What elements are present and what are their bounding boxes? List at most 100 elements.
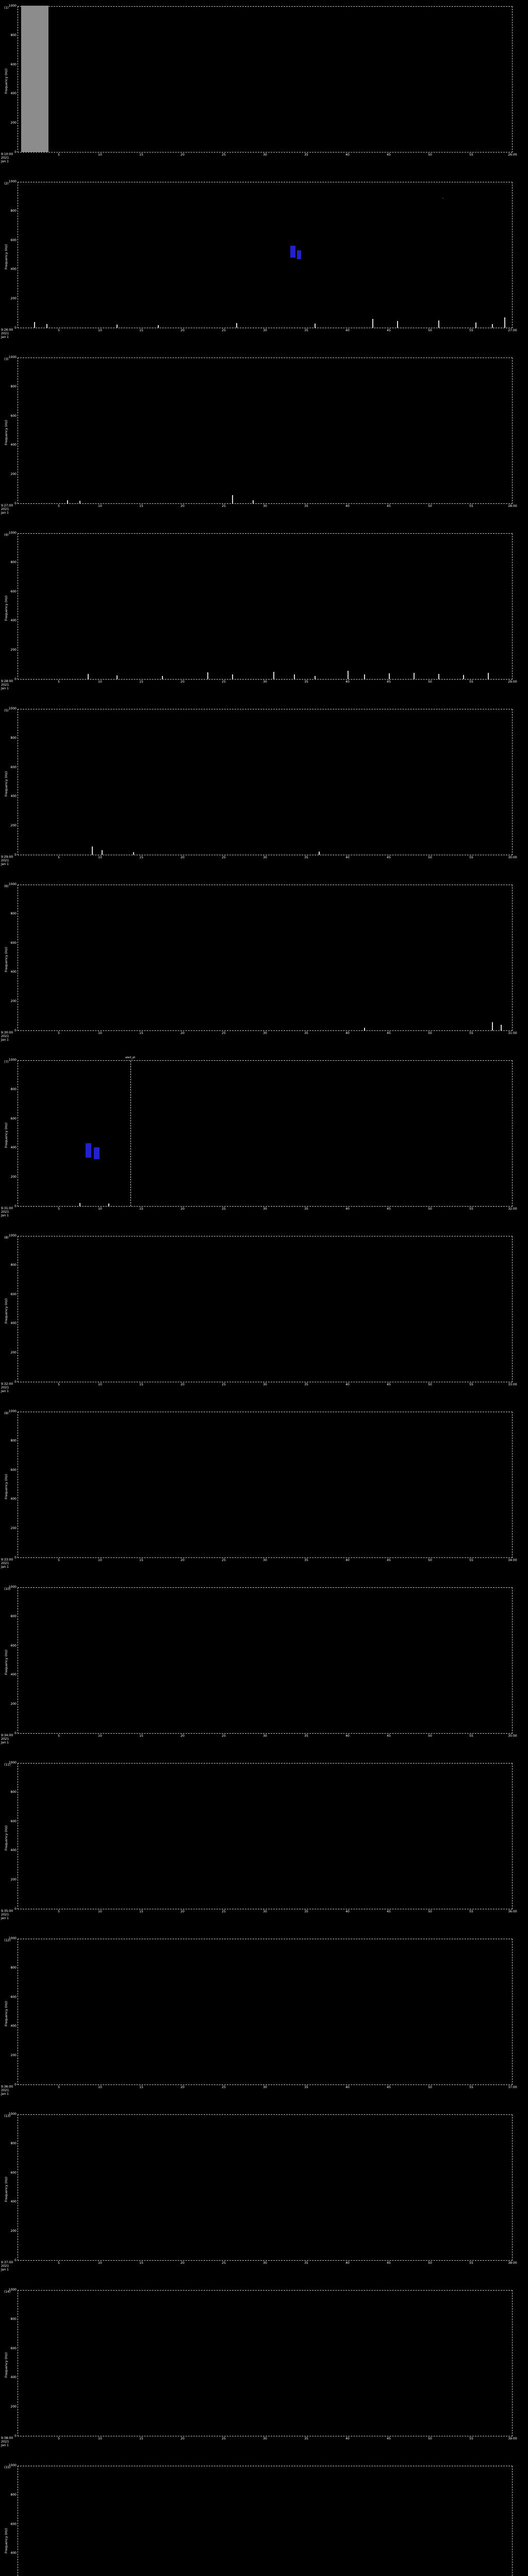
highlight-bar (94, 1147, 100, 1160)
chart-panel: (14) Frequency (Hz) 1000 800 600 400 200 0 5 10 15… (0, 2284, 528, 2460)
x-tick-label: 10 (98, 153, 102, 157)
x-axis-ticks: 5 10 15 20 25 30 35 40 45 50 55 26:00 (18, 153, 517, 164)
x-tick-label: 35 (304, 1558, 308, 1562)
x-tick-label: 40 (345, 2437, 350, 2441)
x-tick-label: 15 (139, 153, 143, 157)
panel-index-label: (13) (4, 2114, 11, 2118)
plot-axes (18, 533, 513, 680)
x-tick-label: 36:00 (508, 1910, 517, 1913)
x-tick-label: 50 (428, 2261, 432, 2265)
x-tick-label: 20 (180, 1207, 185, 1211)
y-tick-label: 600 (10, 2522, 16, 2526)
plot-axes (18, 1236, 513, 1382)
y-axis-ticks: 1000 800 600 400 200 0 (0, 1058, 16, 1208)
y-tick-label: 800 (10, 1614, 16, 1618)
x-tick-label: 5 (58, 856, 60, 859)
x-tick-label: 50 (428, 1207, 432, 1211)
y-tick-label: 1000 (8, 883, 16, 886)
y-axis-ticks: 1000 800 600 400 200 0 (0, 1410, 16, 1560)
x-tick-label: 45 (387, 2086, 391, 2089)
x-tick-label: 5 (58, 153, 60, 157)
plot-wrapper: (6) Frequency (Hz) 1000 800 600 400 200 0 5 10 15 2… (0, 878, 528, 1054)
x-tick-label: 50 (428, 2086, 432, 2089)
x-tick-label: 20 (180, 2261, 185, 2265)
x-tick-label: 20 (180, 1383, 185, 1386)
chart-panel: (4) Frequency (Hz) 1000 800 600 400 200 0 5 10 15 2… (0, 527, 528, 703)
data-marker (293, 674, 295, 679)
y-tick-label: 800 (10, 1790, 16, 1794)
x-tick-label: 30 (263, 2437, 267, 2441)
data-marker (475, 323, 476, 328)
x-tick-label: 39:00 (508, 2437, 517, 2441)
x-axis-start-label: 9:30:00 2021 Jan 1 (1, 1031, 13, 1042)
x-tick-label: 40 (345, 1031, 350, 1035)
plot-wrapper: (8) Frequency (Hz) 1000 800 600 400 200 0 5 10 15 2… (0, 1230, 528, 1405)
x-tick-label: 30 (263, 1734, 267, 1738)
data-marker (438, 320, 439, 328)
x-tick-label: 25 (222, 680, 226, 684)
data-marker (487, 672, 489, 679)
x-tick-label: 15 (139, 1558, 143, 1562)
x-tick-label: 35 (304, 1207, 308, 1211)
x-tick-label: 30 (263, 1031, 267, 1035)
highlight-bar (290, 245, 295, 258)
y-axis-ticks: 1000 800 600 400 200 0 (0, 2288, 16, 2438)
panel-index-label: (11) (4, 1763, 11, 1767)
y-tick-label: 600 (10, 941, 16, 945)
plot-wrapper: (15)Frequency (Hz)1000800600400200051015… (0, 2460, 528, 2576)
y-tick-label: 0 (14, 1907, 16, 1911)
x-tick-label: 40 (345, 1383, 350, 1386)
y-tick-label: 0 (14, 502, 16, 505)
x-tick-label: 35 (304, 1734, 308, 1738)
y-tick-label: 600 (10, 1292, 16, 1296)
y-tick-label: 400 (10, 794, 16, 799)
x-tick-label: 40 (345, 1734, 350, 1738)
x-axis-start-label: 9:32:00 2021 Jan 1 (1, 1382, 13, 1393)
x-tick-label: 5 (58, 1558, 60, 1562)
data-marker (364, 674, 365, 679)
x-tick-label: 45 (387, 1558, 391, 1562)
x-tick-label: 10 (98, 2437, 102, 2441)
x-tick-label: 20 (180, 680, 185, 684)
x-tick-label: 40 (345, 153, 350, 157)
chart-panel: (2) Frequency (Hz) 1000 800 600 400 200 0 · 5 10 15… (0, 176, 528, 351)
x-tick-label: 45 (387, 1031, 391, 1035)
x-tick-label: 40 (345, 2086, 350, 2089)
x-tick-label: 55 (469, 153, 473, 157)
plot-axes (18, 2290, 513, 2436)
y-tick-label: 200 (10, 121, 16, 125)
y-tick-label: 0 (14, 1732, 16, 1735)
data-marker (491, 1022, 493, 1030)
y-tick-label: 1000 (8, 1585, 16, 1589)
plot-axes (18, 2114, 513, 2261)
y-tick-label: 800 (10, 1965, 16, 1970)
x-axis-ticks: 5 10 15 20 25 30 35 40 45 50 55 30:00 (18, 856, 517, 867)
x-tick-label: 30 (263, 1207, 267, 1211)
data-marker (46, 324, 47, 328)
x-tick-label: 15 (139, 1910, 143, 1913)
x-tick-label: 10 (98, 504, 102, 508)
x-tick-label: 45 (387, 1910, 391, 1913)
x-axis-start-label: 9:27:00 2021 Jan 1 (1, 504, 13, 515)
x-tick-label: 26:00 (508, 153, 517, 157)
x-tick-label: 5 (58, 329, 60, 332)
x-tick-label: 30 (263, 856, 267, 859)
x-tick-label: 55 (469, 856, 473, 859)
x-tick-label: 32:00 (508, 1207, 517, 1211)
x-tick-label: 15 (139, 856, 143, 859)
x-tick-label: 38:00 (508, 2261, 517, 2265)
x-tick-label: 45 (387, 2437, 391, 2441)
data-marker (101, 850, 103, 855)
chart-panel: (3) Frequency (Hz) 1000 800 600 400 200 0 5 10 15 2… (0, 351, 528, 527)
plot-axes (18, 709, 513, 855)
x-tick-label: 10 (98, 2261, 102, 2265)
panel-index-label: (1) (4, 6, 9, 10)
plot-axes: alert_pt (18, 1056, 513, 1207)
x-tick-label: 50 (428, 504, 432, 508)
panel-index-label: (7) (4, 1060, 9, 1064)
y-tick-label: 1000 (8, 2464, 16, 2467)
y-tick-label: 400 (10, 1321, 16, 1326)
data-marker (501, 1025, 502, 1030)
x-tick-label: 10 (98, 1383, 102, 1386)
x-tick-label: 30 (263, 2086, 267, 2089)
